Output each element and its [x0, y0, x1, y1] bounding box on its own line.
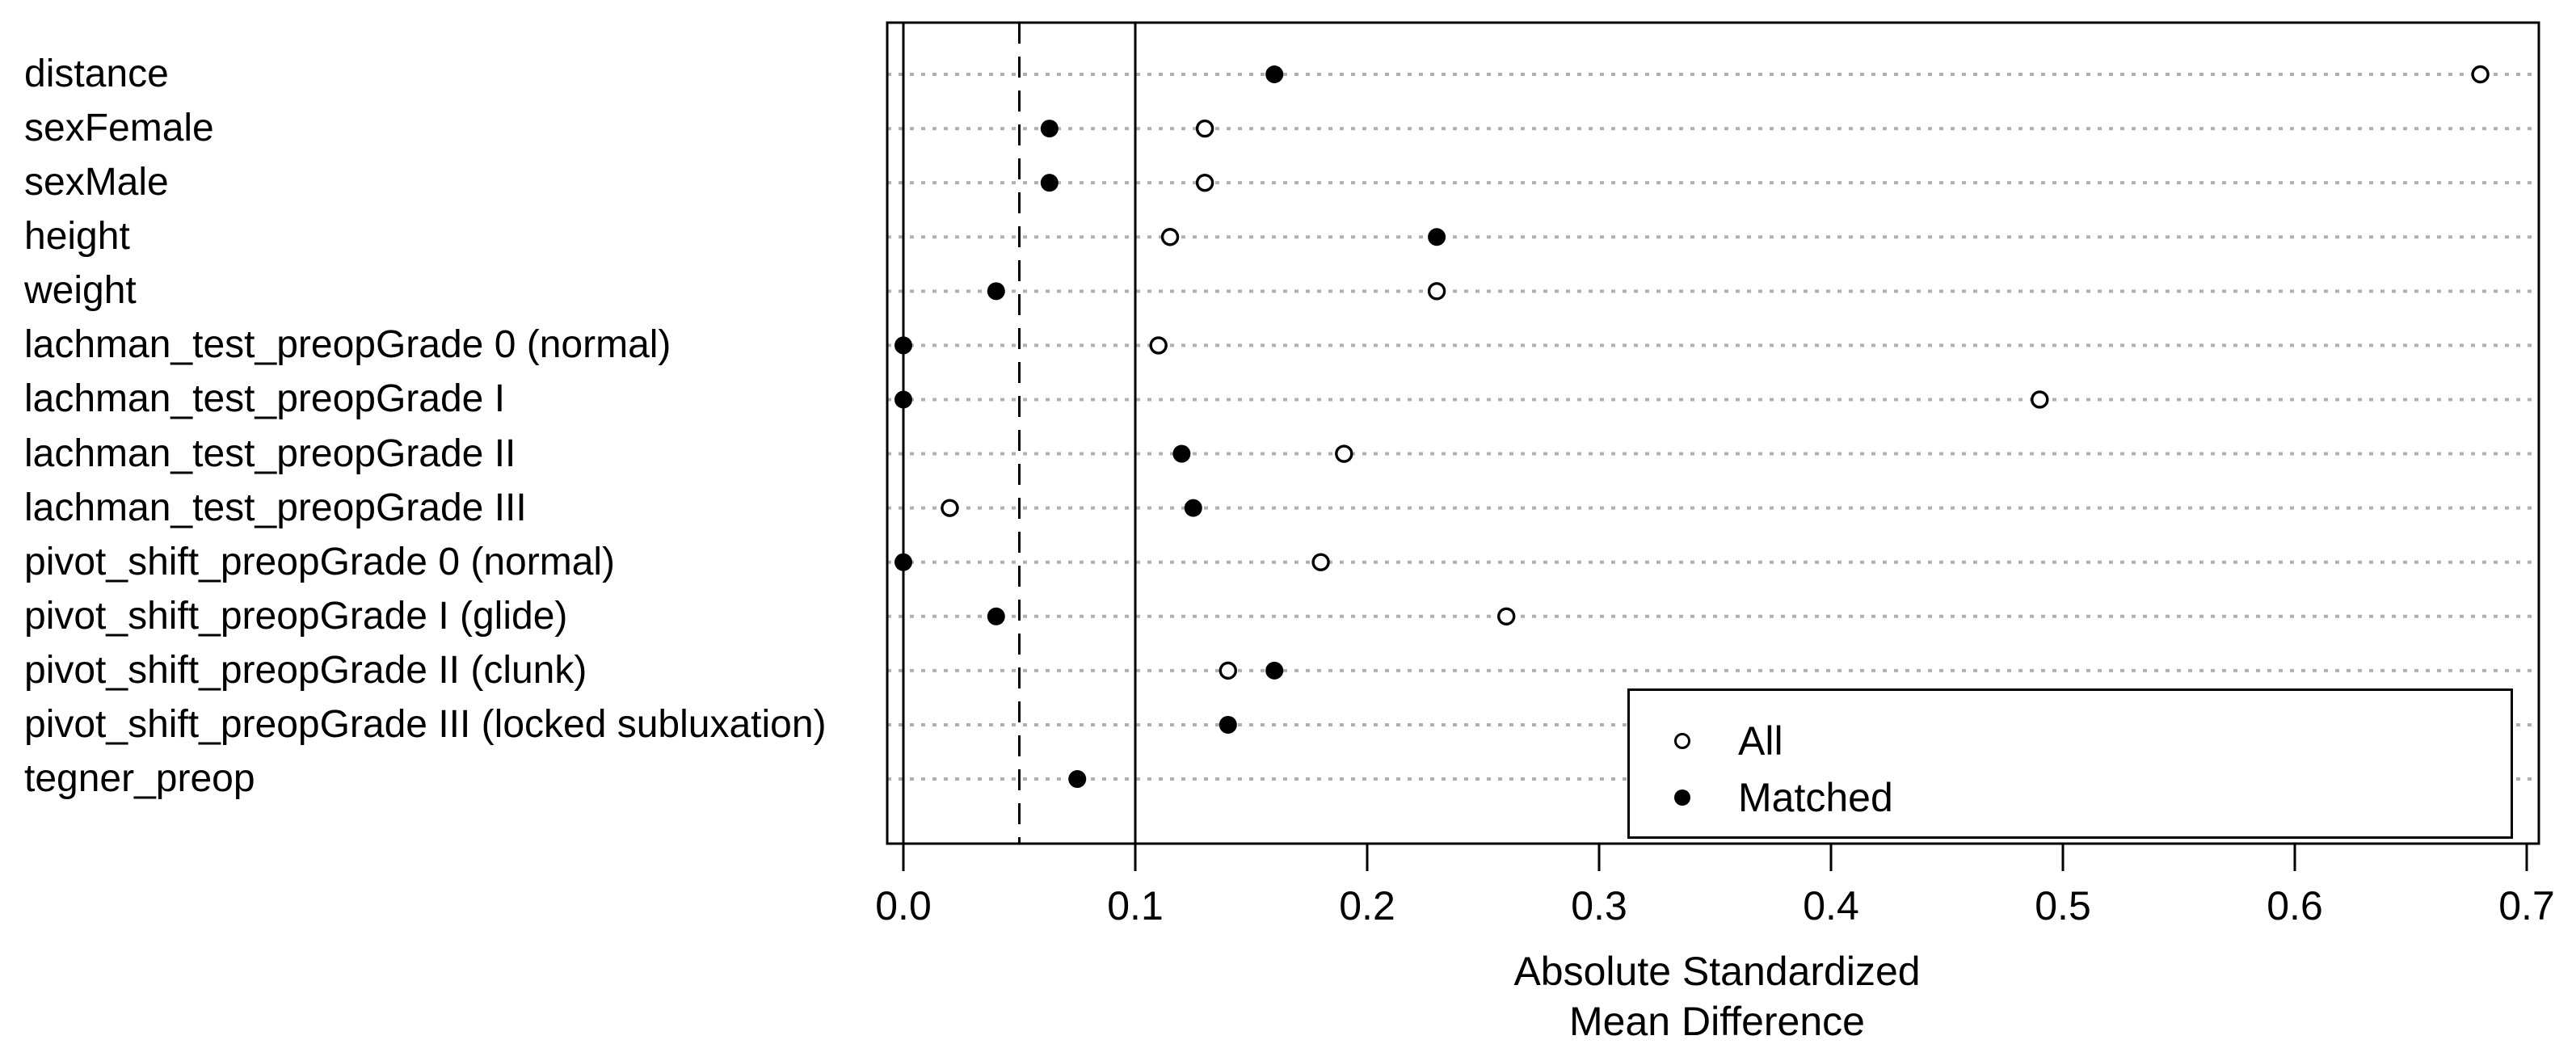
data-point-matched: [1068, 770, 1087, 789]
x-axis-tick-label: 0.0: [875, 883, 932, 928]
y-axis-label: lachman_test_preopGrade I: [24, 377, 506, 421]
plot-border: [886, 21, 2540, 845]
legend: All Matched: [1627, 688, 2513, 839]
x-axis-tick-label: 0.4: [1803, 883, 1859, 928]
data-point-matched: [1265, 65, 1284, 83]
data-point-all: [2031, 390, 2049, 409]
y-axis-label: pivot_shift_preopGrade I (glide): [24, 594, 568, 638]
data-point-matched: [894, 336, 912, 355]
data-point-matched: [1040, 120, 1059, 138]
data-point-all: [1195, 173, 1214, 192]
legend-label-all: All: [1738, 718, 1783, 764]
data-point-all: [941, 499, 959, 517]
y-axis-label: height: [24, 215, 130, 259]
data-point-all: [1149, 336, 1168, 355]
data-point-all: [1335, 444, 1353, 463]
legend-label-matched: Matched: [1738, 775, 1893, 820]
y-axis-label: pivot_shift_preopGrade 0 (normal): [24, 540, 616, 583]
legend-entry-matched: Matched: [1630, 777, 2511, 818]
data-point-all: [1311, 553, 1330, 571]
data-point-matched: [1184, 499, 1202, 517]
filled-circle-icon: [1674, 789, 1690, 806]
y-axis-label: distance: [24, 53, 169, 95]
y-axis-label: pivot_shift_preopGrade II (clunk): [24, 648, 587, 692]
data-point-matched: [894, 390, 912, 409]
x-axis-tick-label: 0.1: [1107, 883, 1164, 928]
x-axis-title-line-2: Mean Difference: [1569, 999, 1865, 1044]
y-axis-label: lachman_test_preopGrade II: [24, 432, 516, 475]
x-axis-tick-label: 0.6: [2267, 883, 2323, 928]
data-point-matched: [987, 607, 1005, 625]
data-point-matched: [894, 553, 912, 571]
data-point-all: [1160, 228, 1180, 246]
data-point-matched: [1219, 715, 1237, 734]
data-point-matched: [1040, 174, 1059, 192]
x-axis-tick-label: 0.2: [1339, 883, 1395, 928]
y-axis-label: lachman_test_preopGrade 0 (normal): [24, 323, 671, 367]
x-axis-title-line-1: Absolute Standardized: [1513, 949, 1921, 994]
y-axis-label: sexMale: [24, 161, 169, 204]
data-point-matched: [1428, 228, 1446, 246]
data-point-all: [2471, 65, 2490, 84]
y-axis-label: sexFemale: [24, 107, 214, 150]
x-axis-tick-label: 0.3: [1571, 883, 1627, 928]
y-axis-label: weight: [24, 269, 137, 313]
data-point-all: [1219, 661, 1238, 680]
y-axis-label: pivot_shift_preopGrade III (locked sublu…: [24, 702, 827, 746]
data-point-all: [1496, 607, 1516, 625]
y-axis-label: tegner_preop: [24, 757, 255, 801]
data-point-matched: [987, 282, 1005, 301]
y-axis-label: lachman_test_preopGrade III: [24, 486, 527, 529]
data-point-matched: [1172, 444, 1191, 463]
x-axis-tick-label: 0.7: [2498, 883, 2555, 928]
legend-entry-all: All: [1630, 721, 2511, 761]
data-point-all: [1195, 119, 1214, 138]
x-axis-tick-label: 0.5: [2035, 883, 2091, 928]
data-point-all: [1427, 282, 1446, 301]
data-point-matched: [1265, 661, 1284, 680]
open-circle-icon: [1674, 733, 1690, 749]
